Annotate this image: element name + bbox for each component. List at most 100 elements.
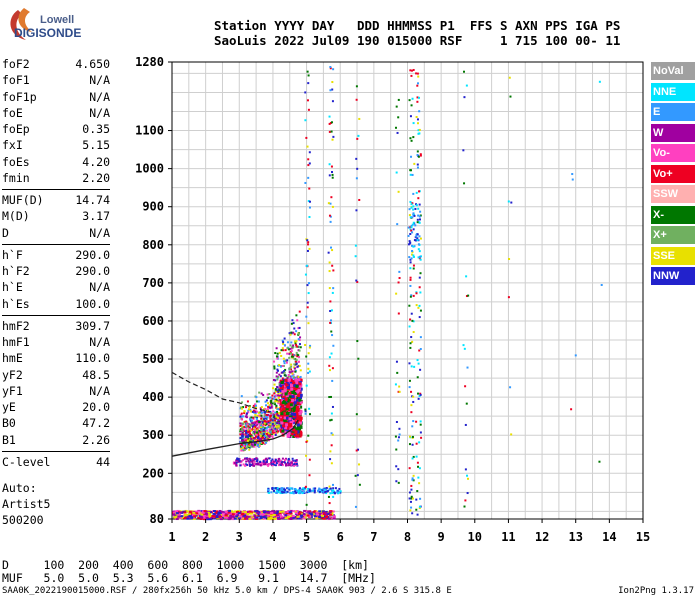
echo-point (259, 517, 263, 520)
echo-point (288, 511, 292, 514)
echo-point (251, 460, 254, 463)
echo-point (274, 379, 277, 382)
echo-point (239, 517, 243, 520)
echo-point (285, 394, 289, 398)
echo-point (283, 384, 287, 388)
echo-point (247, 408, 250, 411)
echo-point (418, 190, 421, 193)
echo-point (241, 429, 244, 432)
echo-point (314, 516, 318, 519)
echo-point (320, 488, 323, 491)
param-row: h`E N/A (2, 280, 110, 296)
echo-point (332, 68, 335, 71)
echo-point (236, 510, 240, 513)
echo-point (257, 420, 260, 423)
echo-point (275, 415, 278, 418)
echo-point (245, 460, 248, 463)
echo-point (322, 490, 325, 493)
echo-point (331, 379, 334, 382)
echo-point (327, 202, 330, 205)
echo-point (297, 394, 301, 398)
echo-point (275, 406, 278, 409)
echo-point (269, 419, 272, 422)
echo-point (237, 458, 240, 461)
echo-point (397, 390, 400, 393)
echo-point (329, 395, 332, 398)
echo-point (288, 417, 292, 421)
echo-point (338, 491, 341, 494)
echo-point (332, 135, 335, 138)
echo-point (292, 432, 296, 436)
echo-point (239, 443, 242, 446)
echo-point (281, 339, 284, 342)
echo-point (303, 491, 306, 494)
echo-point (257, 444, 260, 447)
echo-point (299, 387, 303, 391)
x-tick-label: 11 (501, 530, 515, 544)
echo-point (408, 325, 411, 328)
echo-point (252, 409, 255, 412)
echo-point (290, 363, 293, 366)
echo-point (330, 418, 333, 421)
echo-point (416, 490, 419, 493)
echo-point (247, 411, 250, 414)
echo-point (248, 405, 251, 408)
echo-point (250, 428, 253, 431)
echo-point (240, 430, 243, 433)
echo-point (328, 502, 331, 505)
echo-point (417, 129, 420, 132)
echo-point (241, 401, 244, 404)
echo-point (271, 488, 274, 491)
echo-point (289, 395, 293, 399)
echo-point (465, 402, 468, 405)
echo-point (298, 412, 302, 416)
echo-point (249, 464, 252, 467)
echo-point (396, 223, 399, 226)
echo-point (414, 207, 417, 210)
echo-point (263, 442, 266, 445)
echo-point (331, 249, 334, 252)
echo-point (235, 461, 238, 464)
echo-point (284, 349, 287, 352)
echo-point (291, 370, 294, 373)
echo-point (278, 373, 281, 376)
echo-point (280, 410, 284, 414)
echo-point (412, 208, 415, 211)
echo-point (292, 492, 295, 495)
echo-point (290, 375, 293, 378)
echo-point (329, 510, 333, 513)
echo-point (260, 417, 263, 420)
echo-point (408, 362, 411, 365)
echo-point (289, 403, 293, 407)
echo-point (281, 377, 284, 380)
echo-point (245, 429, 248, 432)
echo-point (206, 515, 210, 518)
echo-point (253, 429, 256, 432)
echo-point (254, 421, 257, 424)
echo-point (395, 105, 398, 108)
echo-point (217, 515, 221, 518)
echo-point (304, 514, 308, 517)
echo-point (467, 477, 470, 480)
echo-point (408, 208, 411, 211)
echo-point (283, 337, 286, 340)
echo-point (254, 404, 257, 407)
echo-point (409, 346, 412, 349)
echo-point (410, 104, 413, 107)
echo-point (277, 489, 280, 492)
echo-point (281, 464, 284, 467)
echo-point (397, 468, 400, 471)
echo-point (244, 439, 247, 442)
echo-point (248, 461, 251, 464)
echo-point (245, 427, 248, 430)
echo-point (395, 171, 398, 174)
echo-point (248, 510, 252, 513)
echo-point (329, 492, 332, 495)
echo-point (255, 463, 258, 466)
echo-point (267, 515, 271, 518)
echo-point (295, 343, 298, 346)
echo-point (415, 115, 418, 118)
echo-point (240, 446, 243, 449)
x-tick-label: 7 (370, 530, 377, 544)
echo-point (259, 462, 262, 465)
